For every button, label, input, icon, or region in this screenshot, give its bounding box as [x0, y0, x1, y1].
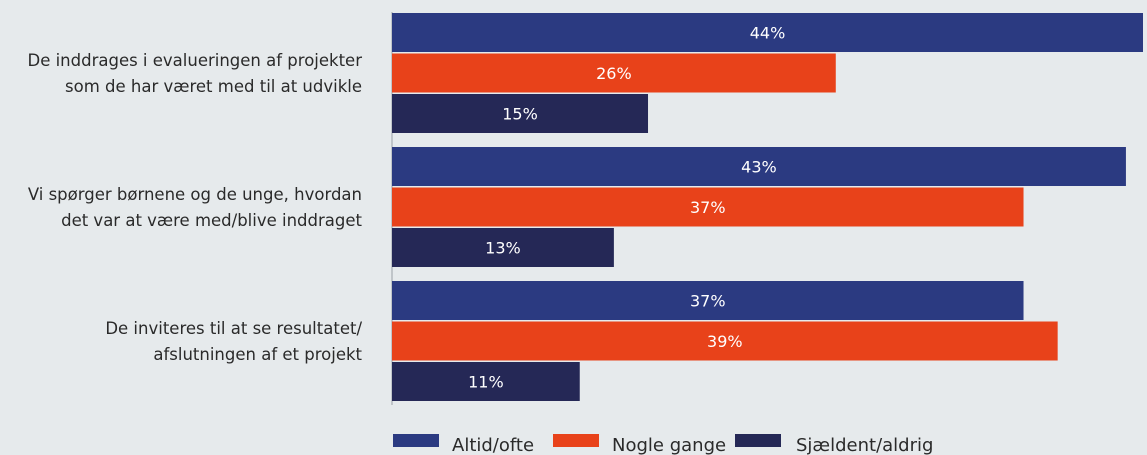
category-label-2-line-2: det var at være med/blive inddraget — [61, 211, 362, 230]
bar-2-1 — [392, 147, 1126, 186]
data-label-2-1: 43% — [741, 158, 777, 177]
data-label-1-3: 15% — [502, 105, 538, 124]
bar-3-2 — [392, 321, 1058, 361]
bar-1-1 — [392, 13, 1143, 52]
data-label-3-3: 11% — [468, 373, 504, 392]
legend-swatch-3 — [735, 434, 781, 447]
data-label-3-1: 37% — [690, 292, 726, 311]
legend-label-2: Nogle gange — [612, 435, 726, 455]
category-label-3-line-1: De inviteres til at se resultatet/ — [105, 319, 362, 338]
legend-swatch-2 — [553, 434, 599, 447]
bar-2-3 — [392, 228, 614, 267]
data-label-1-1: 44% — [750, 24, 786, 43]
legend-swatch-1 — [393, 434, 439, 447]
data-label-3-2: 39% — [707, 332, 743, 351]
bar-2-2 — [392, 187, 1024, 227]
category-label-1-line-1: De inddrages i evalueringen af projekter — [27, 51, 362, 70]
legend-label-1: Altid/ofte — [452, 435, 534, 455]
bar-3-1 — [392, 281, 1024, 320]
bar-1-3 — [392, 94, 649, 133]
category-label-3-line-2: afslutningen af et projekt — [153, 345, 362, 364]
data-label-1-2: 26% — [596, 64, 632, 83]
category-label-2-line-1: Vi spørger børnene og de unge, hvordan — [28, 185, 362, 204]
data-label-2-3: 13% — [485, 239, 521, 258]
bar-1-2 — [392, 53, 836, 93]
bar-3-3 — [392, 362, 580, 401]
legend-label-3: Sjældent/aldrig — [796, 435, 933, 455]
category-label-1-line-2: som de har været med til at udvikle — [65, 77, 362, 96]
data-label-2-2: 37% — [690, 198, 726, 217]
